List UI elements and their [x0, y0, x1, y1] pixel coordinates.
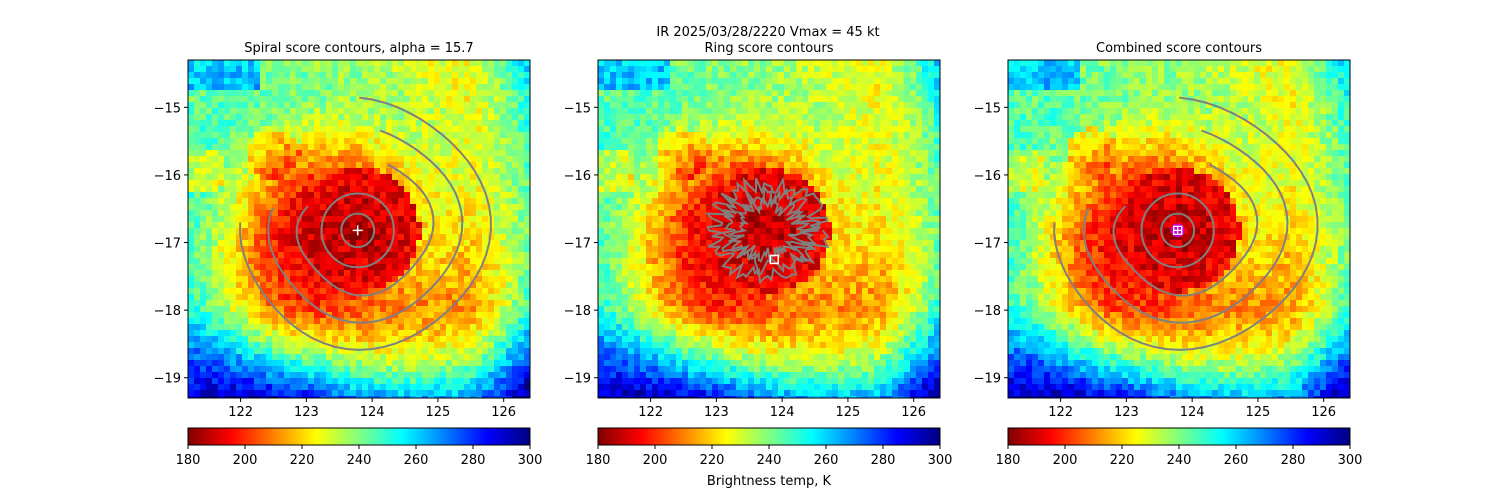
contour-ring	[1160, 212, 1196, 249]
x-tick-label: 124	[1180, 405, 1205, 420]
y-tick-label: −17	[974, 237, 1001, 252]
contour-noisy	[721, 184, 821, 276]
brightness-temp-image	[598, 60, 940, 398]
panel-3: Combined score contours 122 123 124 125 126 −1…	[974, 41, 1363, 468]
contour-spiral-arm	[295, 163, 435, 297]
y-tick-label: −19	[154, 372, 181, 387]
contour-noisy	[727, 193, 811, 263]
center-marker	[352, 225, 363, 236]
colorbar-tick-label: 300	[928, 453, 953, 468]
colorbar-tick-label: 260	[814, 453, 839, 468]
y-tick-label: −18	[564, 304, 591, 319]
x-tick-label: 126	[491, 405, 516, 420]
brightness-temp-image	[1008, 60, 1350, 398]
colorbar-tick-label: 240	[1167, 453, 1192, 468]
y-tick-label: −18	[154, 304, 181, 319]
colorbar-gradient	[187, 427, 531, 446]
y-tick-label: −19	[564, 372, 591, 387]
contour-spiral-arm	[1053, 96, 1319, 351]
figure-suptitle: IR 2025/03/28/2220 Vmax = 45 kt	[656, 25, 879, 40]
contour-spiral-arm	[1112, 163, 1259, 297]
panel-title: Combined score contours	[1096, 41, 1262, 56]
colorbar-tick-label: 220	[290, 453, 315, 468]
x-tick-label: 122	[638, 405, 663, 420]
x-tick-label: 122	[228, 405, 253, 420]
x-tick-label: 123	[704, 405, 729, 420]
panel-1: Spiral score contours, alpha = 15.7 122 12…	[154, 41, 543, 468]
y-tick-label: −19	[974, 372, 1001, 387]
colorbar-tick-label: 280	[461, 453, 486, 468]
colorbar-tick-label: 180	[176, 453, 201, 468]
contour-spiral-arm	[239, 96, 492, 351]
colorbar-tick-label: 280	[1281, 453, 1306, 468]
colorbar-gradient	[1007, 427, 1351, 446]
center-marker	[769, 254, 780, 265]
x-tick-label: 126	[1311, 405, 1336, 420]
contour-spiral-arm	[267, 129, 464, 324]
colorbar-tick-label: 200	[233, 453, 258, 468]
y-tick-label: −16	[564, 169, 591, 184]
y-tick-label: −15	[564, 101, 591, 116]
contour-lines	[1053, 96, 1319, 351]
y-tick-label: −15	[974, 101, 1001, 116]
colorbar-tick-label: 240	[757, 453, 782, 468]
y-tick-label: −17	[564, 237, 591, 252]
contour-lines	[239, 96, 492, 351]
colorbar-tick-label: 220	[1110, 453, 1135, 468]
colorbar-tick-label: 180	[586, 453, 611, 468]
colorbar-gradient	[597, 427, 941, 446]
contour-spiral-arm	[1082, 129, 1289, 324]
y-tick-label: −16	[974, 169, 1001, 184]
x-tick-label: 122	[1048, 405, 1073, 420]
panel-2: Ring score contours 122 123 124 125 126 −15 −16…	[564, 41, 953, 468]
contour-ring	[340, 212, 376, 249]
panel-title: Ring score contours	[704, 41, 833, 56]
colorbar-tick-label: 260	[1224, 453, 1249, 468]
x-tick-label: 125	[426, 405, 451, 420]
y-tick-label: −16	[154, 169, 181, 184]
panel-title: Spiral score contours, alpha = 15.7	[244, 41, 473, 56]
colorbar-tick-label: 280	[871, 453, 896, 468]
colorbar-tick-label: 240	[347, 453, 372, 468]
center-marker	[1170, 223, 1185, 238]
axes-frame	[597, 59, 941, 399]
axes-frame	[1007, 59, 1351, 399]
contour-noisy	[704, 176, 830, 285]
colorbar-label: Brightness temp, K	[707, 474, 832, 489]
colorbar: 180 200 220 240 260 280 300	[176, 427, 543, 468]
colorbar: 180 200 220 240 260 280 300	[996, 427, 1363, 468]
colorbar-tick-label: 300	[518, 453, 543, 468]
x-tick-label: 125	[836, 405, 861, 420]
colorbar-tick-label: 260	[404, 453, 429, 468]
colorbar-tick-label: 200	[643, 453, 668, 468]
colorbar: 180 200 220 240 260 280 300	[586, 427, 953, 468]
brightness-temp-image	[188, 60, 530, 398]
colorbar-tick-label: 220	[700, 453, 725, 468]
contour-ring	[320, 192, 395, 269]
x-tick-label: 124	[360, 405, 385, 420]
x-tick-label: 126	[901, 405, 926, 420]
y-tick-label: −17	[154, 237, 181, 252]
x-tick-label: 123	[1114, 405, 1139, 420]
colorbar-tick-label: 300	[1338, 453, 1363, 468]
colorbar-tick-label: 200	[1053, 453, 1078, 468]
y-tick-label: −18	[974, 304, 1001, 319]
colorbar-tick-label: 180	[996, 453, 1021, 468]
y-tick-label: −15	[154, 101, 181, 116]
contour-ring	[1140, 192, 1215, 269]
x-tick-label: 125	[1246, 405, 1271, 420]
x-tick-label: 123	[294, 405, 319, 420]
x-tick-label: 124	[770, 405, 795, 420]
axes-frame	[187, 59, 531, 399]
contour-lines	[704, 176, 830, 285]
